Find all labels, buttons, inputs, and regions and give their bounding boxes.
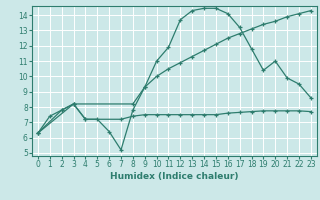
X-axis label: Humidex (Indice chaleur): Humidex (Indice chaleur) [110, 172, 239, 181]
